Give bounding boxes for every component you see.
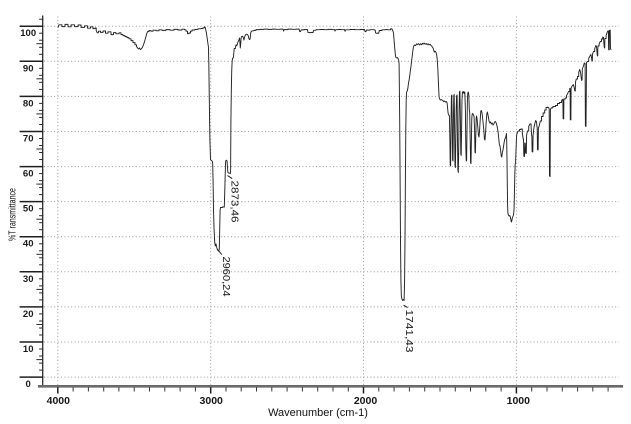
svg-text:0: 0 (26, 379, 31, 390)
svg-text:60: 60 (23, 169, 34, 180)
svg-text:%T ransmittance: %T ransmittance (8, 188, 19, 241)
svg-text:2960,24: 2960,24 (220, 257, 232, 297)
svg-text:3000: 3000 (200, 395, 224, 407)
svg-text:70: 70 (23, 134, 34, 145)
svg-text:30: 30 (23, 274, 34, 285)
svg-text:10: 10 (23, 344, 34, 355)
svg-text:4000: 4000 (47, 395, 71, 407)
svg-text:2873,46: 2873,46 (229, 181, 241, 223)
svg-text:40: 40 (23, 239, 34, 250)
svg-text:90: 90 (23, 63, 34, 74)
svg-text:1741,43: 1741,43 (403, 310, 415, 353)
svg-text:100: 100 (20, 28, 36, 39)
svg-text:80: 80 (23, 98, 34, 109)
svg-text:20: 20 (23, 309, 34, 320)
svg-text:50: 50 (23, 204, 34, 215)
svg-text:2000: 2000 (354, 395, 378, 407)
svg-text:1000: 1000 (507, 395, 531, 407)
svg-text:Wavenumber (cm-1): Wavenumber (cm-1) (268, 407, 368, 419)
